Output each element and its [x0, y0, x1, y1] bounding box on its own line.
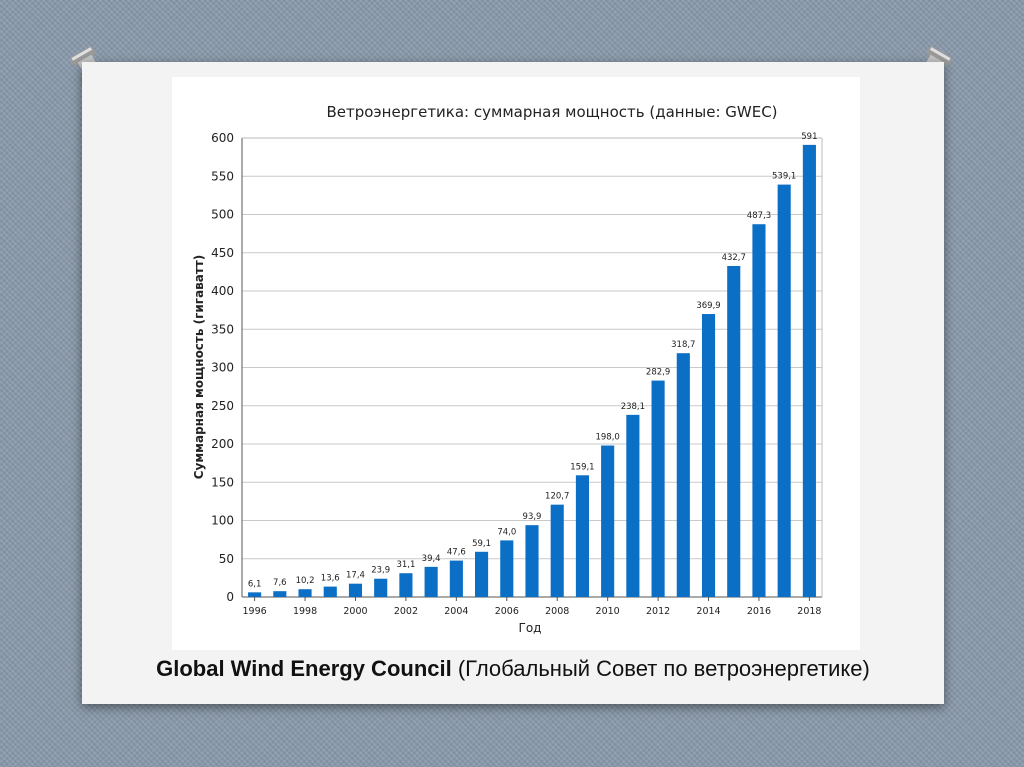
y-tick-label: 150 — [211, 475, 234, 489]
bar — [475, 551, 489, 597]
bar-value-label: 369,9 — [696, 301, 720, 311]
bar — [601, 445, 615, 597]
y-tick-label: 200 — [211, 437, 234, 451]
y-tick-label: 600 — [211, 131, 234, 145]
bar — [424, 566, 438, 597]
bar-value-label: 31,1 — [396, 560, 415, 570]
bar — [626, 414, 640, 597]
x-tick-label: 2014 — [696, 606, 720, 617]
y-tick-label: 450 — [211, 246, 234, 260]
y-axis-label: Суммарная мощность (гигаватт) — [192, 255, 206, 480]
bar-value-label: 10,2 — [296, 576, 315, 586]
bar-value-label: 59,1 — [472, 539, 491, 549]
bar-value-label: 539,1 — [772, 172, 796, 182]
bar — [651, 380, 665, 597]
bar-value-label: 23,9 — [371, 566, 390, 576]
bar-value-label: 591 — [801, 132, 817, 142]
bar-value-label: 120,7 — [545, 492, 569, 502]
x-tick-label: 2018 — [797, 606, 821, 617]
y-tick-label: 250 — [211, 399, 234, 413]
bar-value-label: 13,6 — [321, 574, 340, 584]
bar — [348, 583, 363, 597]
x-tick-label: 2000 — [343, 606, 367, 617]
y-tick-label: 50 — [219, 552, 234, 566]
bar-value-label: 159,1 — [570, 462, 594, 472]
bar — [449, 560, 463, 597]
bar-value-label: 318,7 — [671, 340, 695, 350]
bar — [399, 573, 413, 597]
bar-chart: Ветроэнергетика: суммарная мощность (дан… — [192, 103, 823, 635]
bar — [500, 540, 514, 597]
bar — [802, 144, 816, 597]
x-tick-label: 2008 — [545, 606, 569, 617]
x-tick-label: 1996 — [243, 606, 267, 617]
bar — [248, 592, 262, 597]
bar — [550, 504, 564, 597]
bar-value-label: 39,4 — [422, 554, 441, 564]
x-tick-label: 2012 — [646, 606, 670, 617]
y-tick-label: 100 — [211, 514, 234, 528]
bar — [752, 224, 766, 597]
bar-value-label: 47,6 — [447, 548, 466, 558]
y-tick-label: 550 — [211, 169, 234, 183]
bar — [374, 578, 388, 597]
x-tick-label: 1998 — [293, 606, 317, 617]
bar-value-label: 6,1 — [248, 579, 262, 589]
bar-value-label: 432,7 — [722, 253, 746, 263]
x-tick-label: 2010 — [596, 606, 620, 617]
bar-value-label: 74,0 — [497, 527, 516, 537]
y-tick-label: 400 — [211, 284, 234, 298]
x-tick-label: 2016 — [747, 606, 771, 617]
chart-title: Ветроэнергетика: суммарная мощность (дан… — [326, 103, 777, 121]
caption-bold: Global Wind Energy Council — [156, 656, 452, 681]
bar-value-label: 238,1 — [621, 402, 645, 412]
y-tick-label: 300 — [211, 361, 234, 375]
bar — [273, 591, 287, 597]
bar — [323, 586, 337, 597]
x-tick-label: 2006 — [495, 606, 519, 617]
y-tick-label: 500 — [211, 208, 234, 222]
y-tick-label: 350 — [211, 322, 234, 336]
bar — [701, 314, 716, 597]
chart-panel: Ветроэнергетика: суммарная мощность (дан… — [172, 77, 860, 650]
x-tick-label: 2002 — [394, 606, 418, 617]
bar — [525, 525, 539, 597]
bar — [676, 353, 690, 597]
bar-value-label: 7,6 — [273, 578, 287, 588]
bar-value-label: 487,3 — [747, 211, 771, 221]
bar — [727, 265, 741, 597]
bar-value-label: 282,9 — [646, 368, 670, 378]
bar-value-label: 198,0 — [595, 433, 619, 443]
bar — [575, 475, 589, 597]
y-tick-label: 0 — [226, 590, 234, 604]
x-tick-label: 2004 — [444, 606, 468, 617]
bar-value-label: 93,9 — [523, 512, 542, 522]
caption-normal: (Глобальный Совет по ветроэнергетике) — [457, 656, 870, 681]
bar — [298, 589, 312, 597]
bar-value-label: 17,4 — [346, 571, 365, 581]
caption: Global Wind Energy Council (Глобальный С… — [82, 656, 944, 682]
x-axis-label: Год — [519, 621, 542, 635]
bar — [777, 184, 791, 597]
